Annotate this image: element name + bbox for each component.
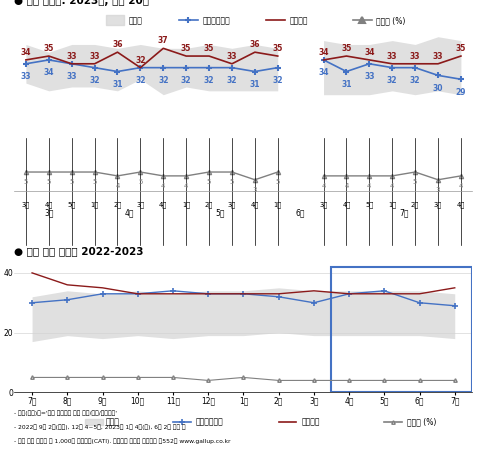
Text: - 2022년 9월 2주(추석), 12월 4~5주, 2023년 1월 4주(설), 6월 2주 조사 쉼: - 2022년 9월 2주(추석), 12월 4~5주, 2023년 1월 4주… [14,424,186,430]
Text: 정의당 (%): 정의당 (%) [407,418,437,427]
Text: - 무당(無黨)층='현재 지지하는 정당 없음/모름/응답거절': - 무당(無黨)층='현재 지지하는 정당 없음/모름/응답거절' [14,410,118,416]
Text: 33: 33 [387,52,398,61]
Text: 5월: 5월 [216,209,225,218]
Text: 無黨층: 無黨층 [106,418,120,427]
Text: 2주: 2주 [411,201,419,207]
Text: 33: 33 [364,72,375,81]
Text: 5: 5 [69,179,74,185]
Text: 5: 5 [276,179,280,185]
Text: 32: 32 [89,76,100,85]
Text: 4: 4 [161,183,165,189]
Text: 35: 35 [43,44,54,53]
Text: 4: 4 [344,183,348,189]
Text: 35: 35 [272,44,283,53]
Text: 4: 4 [459,183,463,189]
Text: 29: 29 [455,88,466,97]
Text: 32: 32 [181,76,191,85]
Text: 3월: 3월 [44,209,54,218]
Text: ● 주요 정당 지지도 2022-2023: ● 주요 정당 지지도 2022-2023 [14,246,144,256]
Text: 33: 33 [89,52,100,61]
Text: 4주: 4주 [251,201,259,207]
Text: 32: 32 [227,76,237,85]
Text: 7월: 7월 [399,209,408,218]
Text: 국민의힘: 국민의힘 [289,16,308,25]
Text: 35: 35 [181,44,191,53]
Text: 5: 5 [138,179,143,185]
Text: 33: 33 [227,52,237,61]
Text: 32: 32 [135,76,146,85]
Text: 4: 4 [321,183,326,189]
Text: 31: 31 [341,80,352,89]
Text: 36: 36 [250,40,260,49]
Text: 33: 33 [67,72,77,81]
Text: 35: 35 [455,44,466,53]
Text: 34: 34 [21,48,31,57]
Text: 2주: 2주 [205,201,213,207]
Text: 33: 33 [67,52,77,61]
Text: 정의당 (%): 정의당 (%) [376,16,405,25]
Text: 3: 3 [436,187,440,193]
Text: 5주: 5주 [67,201,76,207]
Text: 4주: 4주 [159,201,167,207]
Text: 4주: 4주 [342,201,350,207]
Text: - 매주 전국 유권자 약 1,000명 전화조사(CATI). 한국갤럽 데일리 오피니언 제552호 www.gallup.co.kr: - 매주 전국 유권자 약 1,000명 전화조사(CATI). 한국갤럽 데일… [14,438,231,444]
Text: 3주: 3주 [136,201,145,207]
Text: 32: 32 [272,76,283,85]
Text: 36: 36 [112,40,123,49]
Text: 4월: 4월 [124,209,134,218]
Text: 3: 3 [253,187,257,193]
Text: 5주: 5주 [365,201,374,207]
Text: 32: 32 [135,55,146,64]
Text: 37: 37 [158,36,169,45]
Text: 4: 4 [367,183,372,189]
Text: 5: 5 [230,179,234,185]
Text: 31: 31 [250,80,260,89]
Text: 더불어민주당: 더불어민주당 [196,418,224,427]
Text: 4주: 4주 [457,201,465,207]
Text: 1주: 1주 [182,201,190,207]
Text: 4: 4 [390,183,394,189]
Text: 35: 35 [204,44,214,53]
Text: 5: 5 [413,179,417,185]
Text: 31: 31 [112,80,123,89]
Text: 국민의힘: 국민의힘 [302,418,320,427]
Text: 32: 32 [204,76,214,85]
Text: 1주: 1주 [274,201,282,207]
Text: 1주: 1주 [388,201,396,207]
Text: ● 정당 지지도: 2023년, 최근 20주: ● 정당 지지도: 2023년, 최근 20주 [14,0,149,6]
Text: 33: 33 [410,52,420,61]
Text: 2주: 2주 [113,201,121,207]
Text: 33: 33 [433,52,443,61]
Text: 5: 5 [24,179,28,185]
Text: 34: 34 [318,48,329,57]
Text: 5: 5 [207,179,211,185]
Text: 32: 32 [387,76,398,85]
Text: 5: 5 [47,179,51,185]
Text: 32: 32 [410,76,420,85]
Text: 6월: 6월 [296,209,306,218]
Text: 無黨층: 無黨층 [129,16,143,25]
Text: 30: 30 [433,84,443,93]
Text: 35: 35 [341,44,352,53]
Text: 1주: 1주 [91,201,99,207]
Text: 33: 33 [21,72,31,81]
Text: 3주: 3주 [434,201,442,207]
Text: 32: 32 [158,76,169,85]
Text: 34: 34 [43,69,54,78]
Text: 4: 4 [184,183,188,189]
Text: 더불어민주당: 더불어민주당 [202,16,230,25]
Text: 3주: 3주 [320,201,328,207]
Text: 34: 34 [318,69,329,78]
Text: 4주: 4주 [45,201,53,207]
Text: 4: 4 [115,183,120,189]
Text: 34: 34 [364,48,375,57]
Text: 3주: 3주 [228,201,236,207]
Text: 3주: 3주 [22,201,30,207]
Text: 5: 5 [93,179,97,185]
